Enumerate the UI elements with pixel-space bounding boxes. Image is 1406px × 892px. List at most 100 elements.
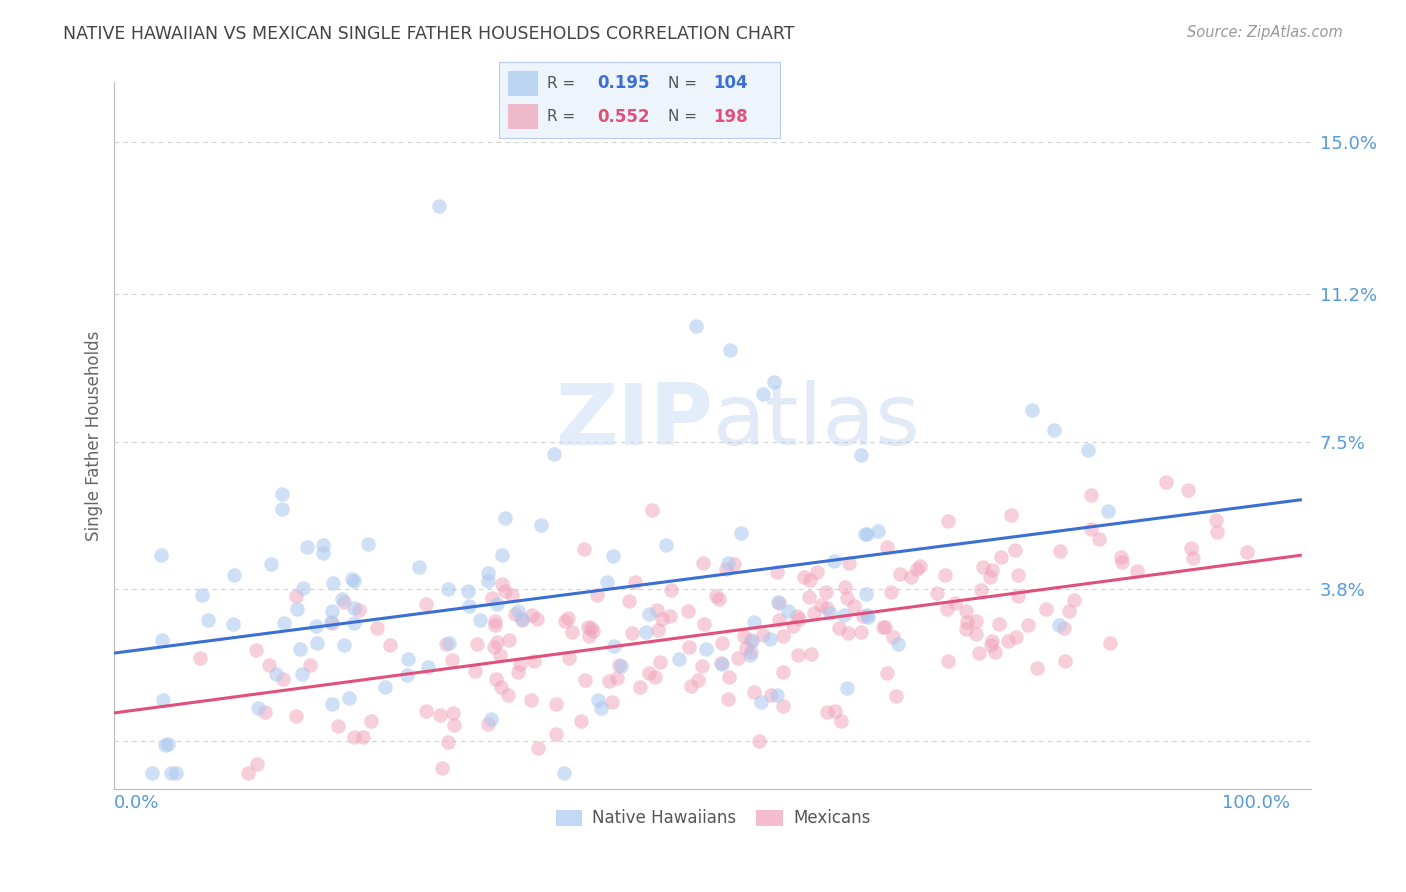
Point (1099, 635, 1122, 649)
Point (491, 681, 513, 695)
Point (366, 621, 388, 635)
Point (576, 620, 599, 634)
Point (935, 602, 957, 616)
Text: 0.195: 0.195 (598, 74, 650, 92)
Point (1109, 550, 1132, 565)
Point (730, 525, 752, 540)
Point (872, 620, 894, 634)
Point (333, 594, 356, 608)
Point (900, 570, 922, 584)
Point (484, 640, 506, 655)
Point (510, 612, 533, 626)
Point (481, 591, 503, 606)
Point (554, 615, 576, 629)
Point (868, 524, 890, 538)
Point (321, 604, 343, 618)
Point (852, 609, 875, 624)
Point (761, 688, 783, 702)
Point (849, 624, 872, 639)
Point (291, 666, 314, 681)
Point (636, 625, 658, 640)
Point (222, 616, 245, 631)
Point (1236, 545, 1258, 559)
Point (970, 583, 993, 598)
Point (439, 636, 461, 650)
Point (651, 611, 673, 625)
Point (690, 659, 713, 673)
Point (343, 615, 366, 630)
Point (332, 638, 354, 652)
Point (717, 692, 740, 706)
Point (647, 623, 669, 637)
Point (543, 447, 565, 461)
Point (659, 583, 682, 598)
Point (141, 766, 163, 780)
Point (766, 595, 789, 609)
Point (606, 671, 628, 685)
Point (967, 646, 990, 660)
Point (485, 597, 508, 611)
Text: R =: R = (547, 109, 581, 124)
Point (506, 665, 529, 679)
Point (980, 638, 1002, 652)
Point (856, 610, 879, 624)
Point (330, 592, 353, 607)
Point (441, 706, 464, 720)
Point (485, 672, 508, 686)
Point (828, 621, 851, 635)
Point (498, 632, 520, 647)
Point (352, 731, 374, 745)
Point (621, 626, 644, 640)
Point (253, 705, 276, 719)
Point (855, 587, 877, 601)
Legend: Native Hawaiians, Mexicans: Native Hawaiians, Mexicans (548, 803, 877, 834)
Point (681, 680, 703, 694)
Point (357, 537, 380, 551)
Point (491, 576, 513, 591)
Point (834, 580, 856, 594)
Point (305, 636, 328, 650)
Point (624, 575, 647, 590)
Point (787, 612, 810, 626)
Point (880, 585, 903, 599)
Point (955, 604, 977, 618)
Point (503, 607, 526, 621)
Text: R =: R = (547, 76, 581, 91)
Point (408, 560, 430, 574)
Point (838, 556, 860, 570)
Text: 198: 198 (713, 108, 748, 126)
Point (797, 590, 820, 604)
Point (936, 514, 959, 528)
Point (1043, 423, 1066, 437)
Point (429, 708, 451, 723)
Point (723, 557, 745, 571)
Point (197, 613, 219, 627)
Point (156, 737, 179, 751)
Point (965, 627, 987, 641)
Point (150, 632, 173, 647)
Point (979, 570, 1001, 584)
Point (752, 386, 775, 401)
Point (271, 502, 294, 516)
Point (312, 538, 335, 552)
Point (477, 574, 499, 588)
Point (668, 652, 690, 666)
Point (443, 718, 465, 732)
Point (582, 624, 605, 639)
Point (776, 604, 799, 618)
Point (1000, 508, 1022, 523)
Point (322, 576, 344, 591)
Point (806, 566, 828, 580)
Point (1063, 593, 1085, 607)
Point (305, 619, 328, 633)
Point (437, 735, 460, 749)
Point (342, 572, 364, 586)
Point (1088, 532, 1111, 546)
Point (337, 691, 360, 706)
Point (1057, 604, 1080, 618)
Text: N =: N = (668, 109, 702, 124)
Point (526, 612, 548, 626)
Point (744, 615, 766, 629)
Point (519, 693, 541, 707)
Point (648, 655, 671, 669)
